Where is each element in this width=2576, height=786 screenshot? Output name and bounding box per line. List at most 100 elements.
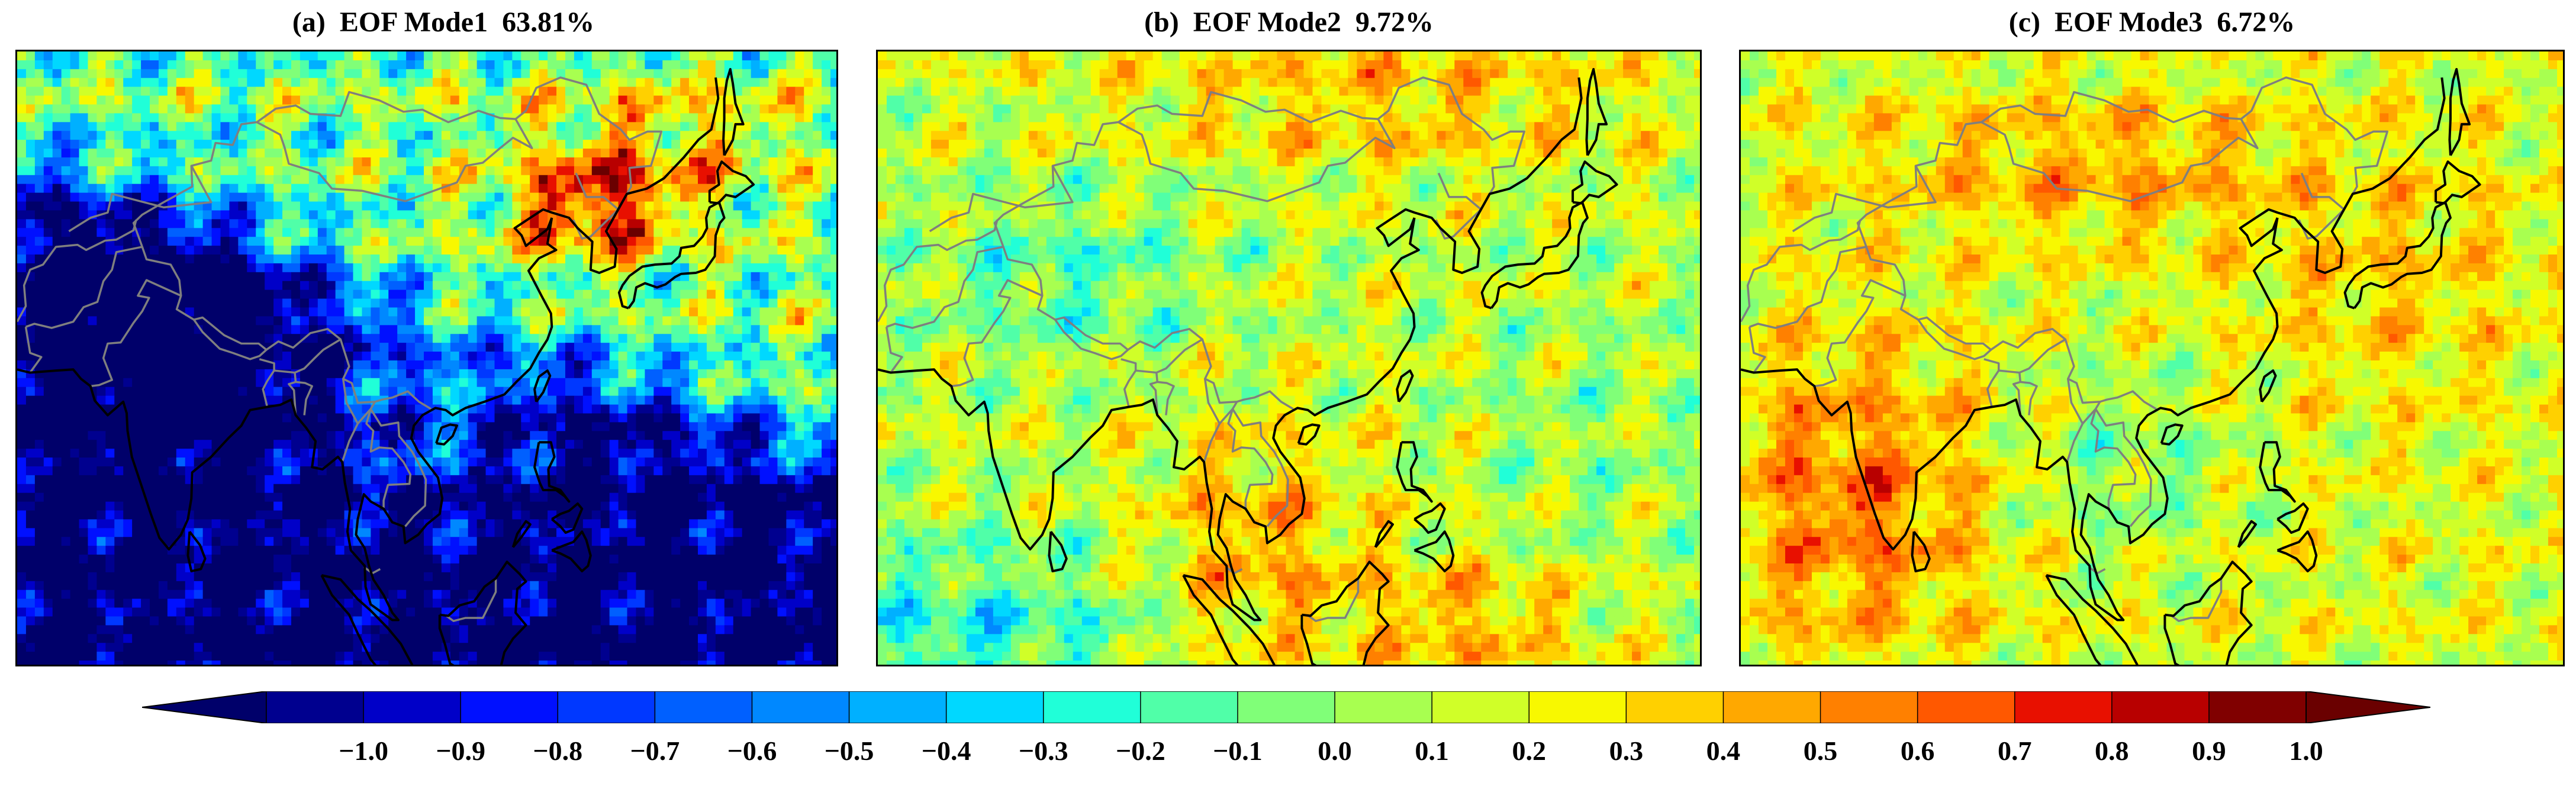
field-cell <box>362 475 372 485</box>
field-cell <box>476 440 487 449</box>
field-cell <box>291 458 301 467</box>
field-cell <box>680 431 690 440</box>
field-cell <box>476 484 487 494</box>
field-cell <box>211 298 221 308</box>
field-cell <box>300 219 310 228</box>
field-cell <box>751 157 761 167</box>
field-cell <box>591 281 601 291</box>
field-cell <box>158 352 168 361</box>
field-cell <box>432 458 442 467</box>
field-cell <box>512 289 521 299</box>
field-cell <box>34 334 44 343</box>
field-cell <box>79 510 89 520</box>
field-cell <box>17 131 27 140</box>
field-cell <box>574 466 584 476</box>
field-cell <box>485 78 495 88</box>
field-cell <box>662 458 672 467</box>
field-cell <box>362 466 372 476</box>
field-cell <box>273 95 283 105</box>
field-cell <box>636 307 646 317</box>
field-cell <box>256 519 265 529</box>
field-cell <box>194 378 204 388</box>
field-cell <box>282 466 292 476</box>
field-cell <box>706 413 716 423</box>
field-cell <box>777 343 787 352</box>
field-cell <box>176 86 186 96</box>
field-cell <box>556 458 566 467</box>
field-cell <box>273 157 283 167</box>
field-cell <box>600 316 610 326</box>
field-cell <box>636 272 646 282</box>
field-cell <box>512 422 521 431</box>
field-cell <box>786 378 796 388</box>
field-cell <box>185 219 195 228</box>
field-cell <box>432 51 442 61</box>
field-cell <box>256 104 265 114</box>
field-cell <box>715 413 725 423</box>
field-cell <box>61 378 71 388</box>
field-cell <box>521 475 530 485</box>
field-cell <box>17 404 27 414</box>
field-cell <box>485 519 495 529</box>
field-cell <box>468 334 478 343</box>
field-cell <box>335 422 345 431</box>
field-cell <box>424 201 433 211</box>
field-cell <box>158 307 168 317</box>
field-cell <box>786 157 796 167</box>
field-cell <box>88 149 98 158</box>
field-cell <box>556 131 566 140</box>
field-cell <box>326 78 336 88</box>
field-cell <box>79 395 89 405</box>
field-cell <box>344 131 354 140</box>
field-cell <box>238 281 247 291</box>
field-cell <box>450 104 460 114</box>
field-cell <box>406 325 416 334</box>
field-cell <box>326 86 336 96</box>
field-cell <box>609 492 619 502</box>
field-cell <box>609 458 619 467</box>
field-cell <box>25 192 36 202</box>
field-cell <box>308 210 318 220</box>
field-cell <box>25 466 36 476</box>
field-cell <box>317 386 327 397</box>
field-cell <box>96 166 106 176</box>
field-cell <box>273 86 283 96</box>
field-cell <box>185 422 195 431</box>
field-cell <box>795 60 804 70</box>
field-cell <box>308 404 318 414</box>
field-cell <box>34 157 44 167</box>
field-cell <box>79 369 89 379</box>
field-cell <box>768 201 778 211</box>
field-cell <box>645 192 654 202</box>
field-cell <box>724 255 734 264</box>
field-cell <box>680 395 690 405</box>
field-cell <box>751 228 761 237</box>
field-cell <box>450 378 460 388</box>
field-cell <box>600 183 610 194</box>
field-cell <box>194 484 204 494</box>
field-cell <box>830 510 836 520</box>
field-cell <box>362 246 372 255</box>
field-cell <box>627 210 637 220</box>
field-cell <box>52 272 62 282</box>
field-cell <box>397 395 407 405</box>
field-cell <box>123 272 133 282</box>
field-cell <box>574 475 584 485</box>
field-cell <box>565 298 575 308</box>
field-cell <box>751 369 761 379</box>
field-cell <box>777 51 787 61</box>
field-cell <box>308 228 318 237</box>
field-cell <box>680 440 690 449</box>
field-cell <box>362 431 372 440</box>
field-cell <box>379 272 389 282</box>
field-cell <box>432 122 442 131</box>
field-cell <box>317 104 327 114</box>
field-cell <box>565 166 575 176</box>
field-cell <box>645 246 654 255</box>
field-cell <box>450 228 460 237</box>
field-cell <box>786 175 796 185</box>
field-cell <box>600 475 610 485</box>
field-cell <box>494 343 504 352</box>
field-cell <box>539 175 548 185</box>
field-cell <box>822 422 831 431</box>
